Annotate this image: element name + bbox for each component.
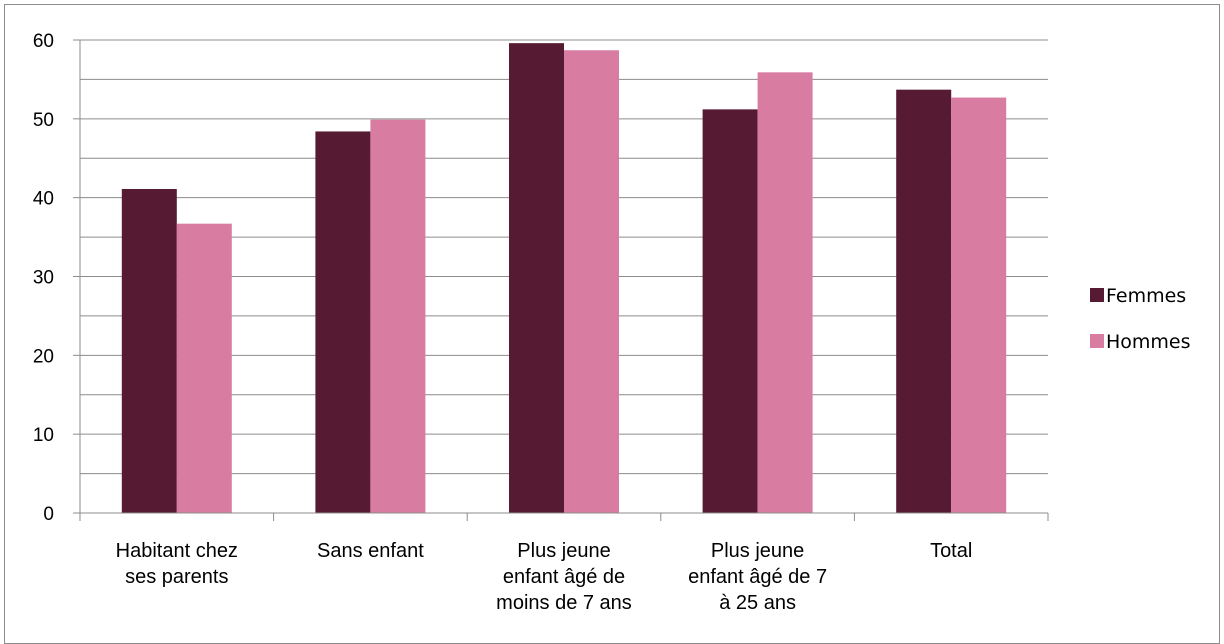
x-category-label: enfant âgé de	[503, 566, 625, 588]
bars	[121, 43, 1007, 514]
x-category-label: ses parents	[125, 566, 228, 588]
y-tick-labels: 0 10 20 30 40 50 60	[33, 31, 54, 525]
legend-label-femmes: Femmes	[1106, 285, 1186, 307]
legend: Femmes Hommes	[1090, 285, 1191, 353]
x-category-label: à 25 ans	[719, 592, 796, 614]
x-category-label: Plus jeune	[711, 540, 804, 562]
x-category-label: Plus jeune	[517, 540, 610, 562]
y-tick-label: 50	[33, 110, 54, 131]
y-tick-label: 0	[43, 504, 54, 525]
y-tick-label: 60	[33, 31, 54, 52]
legend-label-hommes: Hommes	[1106, 331, 1191, 353]
bar-femmes-3	[702, 109, 758, 513]
y-tick-label: 10	[33, 425, 54, 446]
bar-hommes-4	[951, 97, 1007, 513]
x-category-label: Total	[930, 540, 972, 562]
x-category-label: Habitant chez	[116, 540, 238, 562]
bar-femmes-1	[315, 131, 371, 514]
y-tick-label: 40	[33, 189, 54, 210]
legend-swatch-femmes	[1090, 288, 1104, 302]
bar-hommes-2	[564, 50, 619, 514]
bar-femmes-0	[121, 188, 177, 513]
x-category-label: enfant âgé de 7	[688, 566, 827, 588]
x-category-label: moins de 7 ans	[496, 592, 632, 614]
bar-femmes-2	[509, 43, 564, 514]
y-tick-label: 30	[33, 268, 54, 289]
bar-hommes-0	[176, 223, 232, 513]
bar-hommes-3	[757, 72, 813, 514]
axes	[73, 39, 1049, 521]
x-category-label: Sans enfant	[317, 540, 424, 562]
legend-swatch-hommes	[1090, 334, 1104, 348]
bar-hommes-1	[370, 119, 426, 513]
x-category-labels: Habitant chez ses parents Sans enfant Plus …	[116, 540, 973, 614]
bar-femmes-4	[896, 89, 952, 513]
bar-chart: 0 10 20 30 40 50 60 Habitant chez ses parents Sa…	[33, 31, 1191, 614]
y-tick-label: 20	[33, 346, 54, 367]
